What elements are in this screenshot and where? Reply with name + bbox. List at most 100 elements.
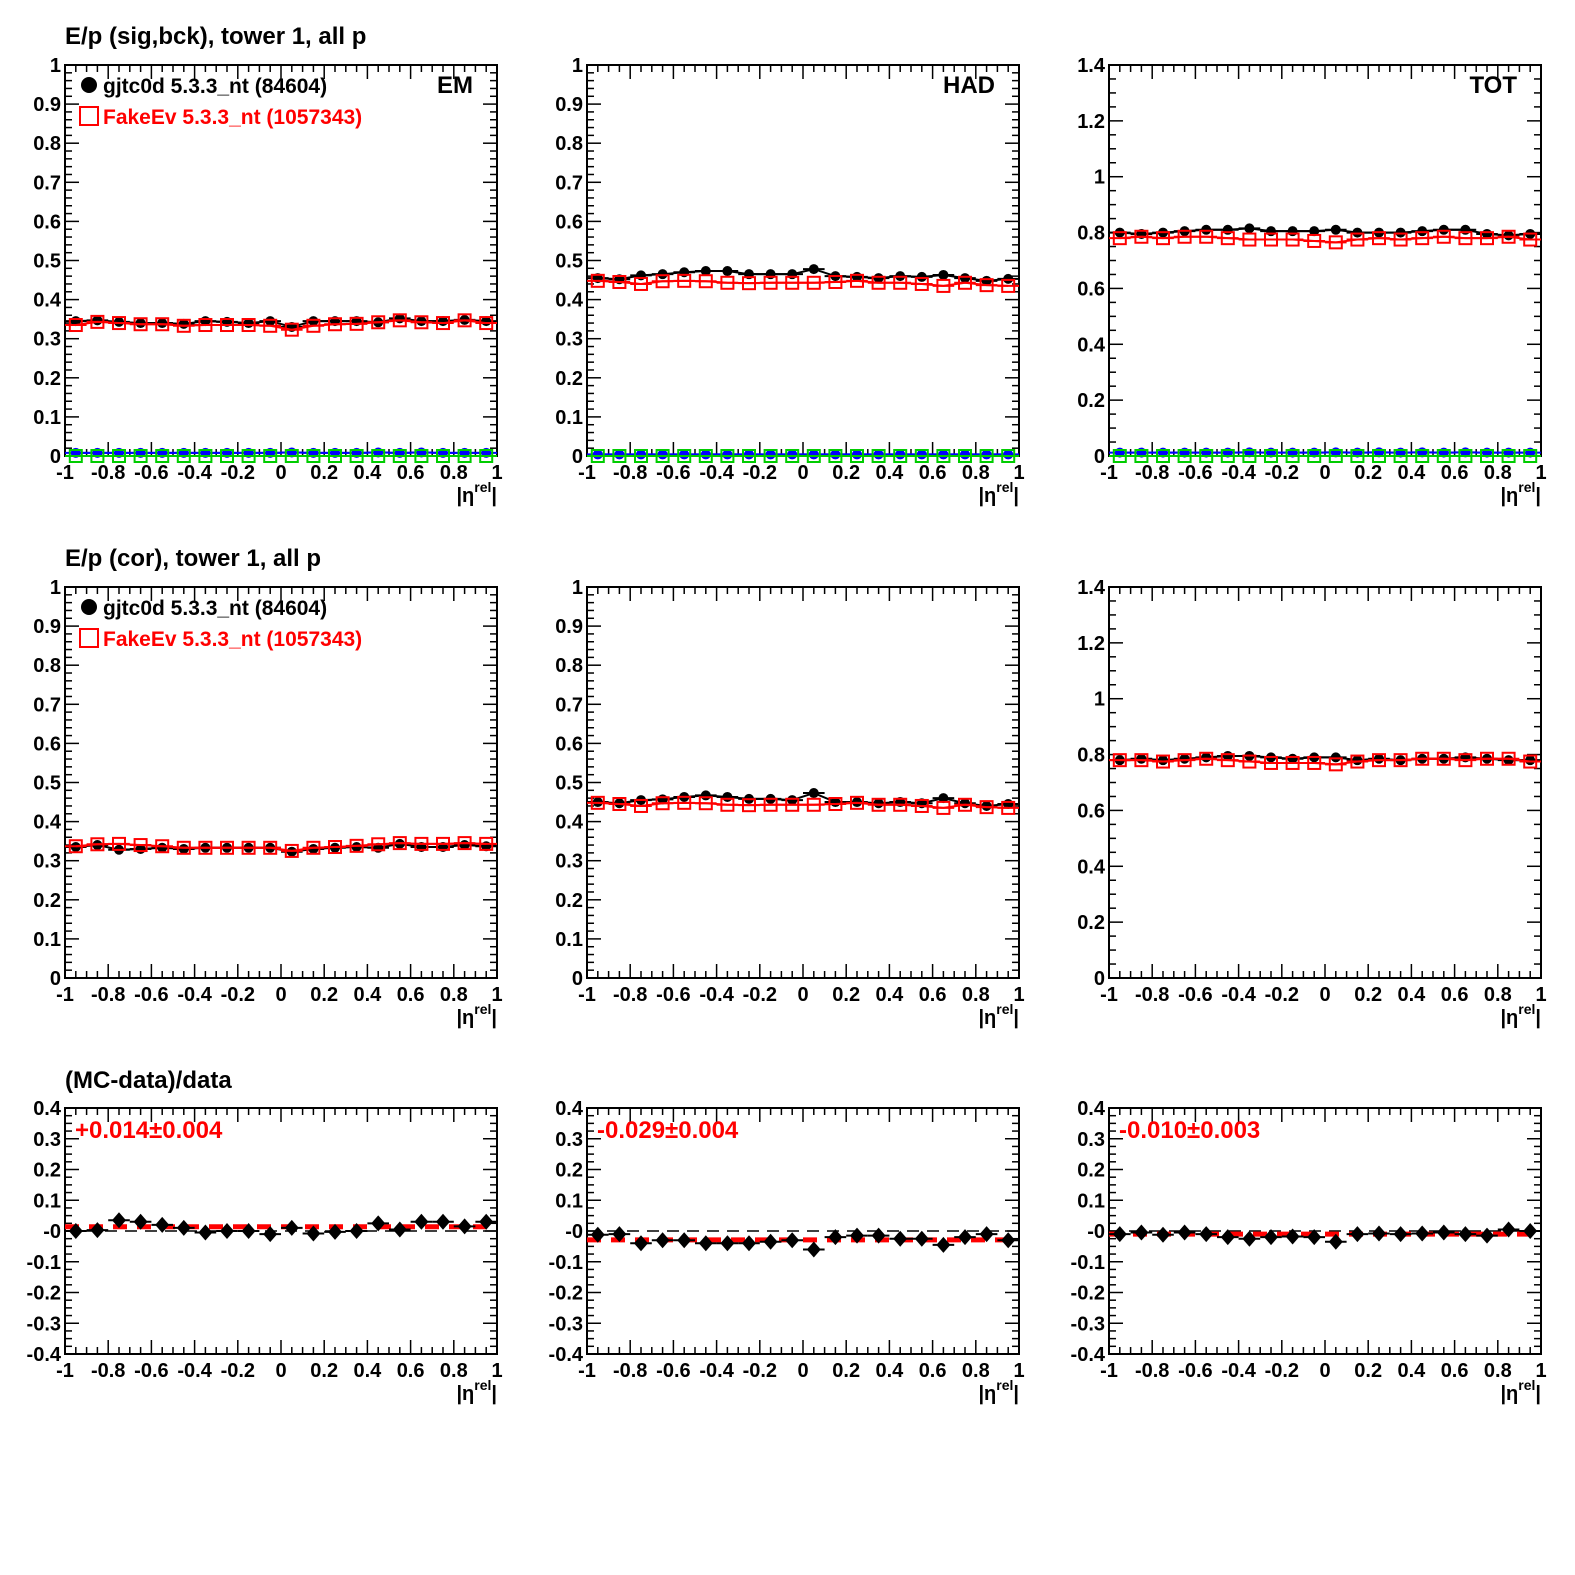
mc-point: [176, 449, 191, 463]
x-axis-label-base: |η: [978, 485, 996, 507]
x-tick-label: -1: [56, 1360, 74, 1382]
legend-entry: gjtc0d 5.3.3_nt (84604): [103, 75, 327, 98]
data-point: [135, 318, 146, 329]
data-point: [1003, 273, 1014, 284]
mc-point: [1177, 753, 1192, 768]
panel-2-0: -0.4 -0.3 -0.2 -0.1 -0 0.1 0.2 0.3 0.4 -1 -0.8 -0.6…: [27, 1098, 503, 1405]
mc-point: [392, 313, 407, 328]
mc-point: [241, 840, 256, 855]
y-tick-label: 0.2: [555, 1160, 583, 1182]
mc-point: [1177, 449, 1192, 463]
mc-point: [414, 315, 429, 330]
y-tick-label: -0.2: [1071, 1283, 1105, 1305]
mc-point: [1156, 231, 1170, 246]
data-point: [1374, 753, 1384, 764]
x-axis-label-base: |η: [1500, 1383, 1518, 1405]
y-tick-label: 0.8: [1077, 745, 1105, 767]
ratio-point: [263, 1226, 278, 1243]
x-tick-label: 0.8: [962, 462, 990, 484]
mc-point: [763, 449, 778, 463]
x-tick-label: 0.4: [353, 984, 382, 1006]
y-tick-label: 0.9: [555, 94, 583, 116]
x-tick-label: -0.2: [1265, 462, 1299, 484]
mc-point: [590, 795, 605, 810]
mc-point: [1328, 235, 1343, 250]
x-tick-label: -0.4: [177, 984, 212, 1006]
y-tick-label: 0.6: [33, 211, 61, 233]
ratio-point: [1220, 1229, 1235, 1246]
x-tick-label: 0.2: [832, 1360, 860, 1382]
mc-point: [612, 797, 627, 812]
mc-point: [241, 318, 256, 333]
data-point: [1352, 755, 1363, 766]
x-axis-label-sup: rel: [1518, 479, 1535, 495]
x-tick-label: -0.6: [134, 1360, 168, 1382]
y-tick-label: 0.2: [33, 368, 61, 390]
ratio-point: [958, 1229, 972, 1246]
mc-point: [1458, 449, 1473, 463]
y-tick-label: 0.3: [555, 1129, 583, 1151]
x-tick-label: -0.2: [743, 1360, 777, 1382]
mc-point: [176, 840, 191, 855]
mc-point: [1328, 449, 1343, 463]
mc-point: [68, 449, 83, 463]
mc-point: [220, 840, 234, 855]
mc-point: [457, 449, 472, 463]
mc-point: [436, 836, 450, 851]
x-tick-label: 0.4: [875, 462, 904, 484]
mc-point: [1307, 233, 1322, 248]
x-axis-label-end: |: [1013, 1383, 1019, 1405]
x-tick-label: -1: [578, 984, 596, 1006]
y-tick-label: 0.7: [33, 694, 61, 716]
mc-point: [1328, 757, 1343, 772]
mc-point: [1001, 800, 1016, 815]
mc-point: [241, 449, 256, 463]
ratio-point: [936, 1236, 951, 1253]
x-tick-label: -0.8: [91, 1360, 125, 1382]
y-tick-label: -0.4: [27, 1344, 62, 1366]
ratio-point: [284, 1219, 299, 1236]
x-tick-label: 0.4: [875, 984, 904, 1006]
y-tick-label: -0.4: [1071, 1344, 1106, 1366]
ratio-point: [1501, 1221, 1516, 1238]
data-point: [416, 316, 427, 327]
mc-point: [785, 449, 800, 463]
data-point: [1330, 224, 1341, 235]
mc-point: [914, 798, 929, 813]
mc-point: [1523, 754, 1538, 769]
ratio-point: [112, 1212, 126, 1229]
mc-point: [1393, 232, 1408, 247]
x-tick-label: 0.8: [440, 1360, 468, 1382]
mc-point: [306, 318, 321, 333]
x-tick-label: 0.6: [1441, 984, 1469, 1006]
mc-point: [1001, 278, 1016, 293]
mc-point: [871, 449, 886, 463]
ratio-point: [457, 1218, 472, 1235]
ratio-point: [698, 1235, 713, 1252]
mc-point: [1415, 449, 1430, 463]
y-tick-label: -0.1: [549, 1252, 583, 1274]
data-point: [1525, 755, 1536, 766]
ratio-point: [1436, 1224, 1451, 1241]
panel-0-1: 00.10.20.30.40.50.60.70.80.91-1 -0.8 -0.6-…: [555, 55, 1024, 507]
x-axis-label-base: |η: [456, 1007, 474, 1029]
mc-point: [914, 276, 929, 291]
x-tick-label: 0: [275, 1360, 286, 1382]
ratio-point: [785, 1232, 800, 1249]
mc-point: [828, 275, 843, 290]
y-tick-label: -0.2: [549, 1283, 583, 1305]
mc-point: [1523, 449, 1538, 463]
x-tick-label: -0.6: [656, 984, 690, 1006]
x-tick-label: 1: [491, 1360, 502, 1382]
panel-label: EM: [437, 72, 473, 99]
x-tick-label: 0.4: [875, 1360, 904, 1382]
x-axis-label-sup: rel: [1518, 1377, 1535, 1393]
mc-point: [349, 449, 364, 463]
x-tick-label: -0.6: [1178, 1360, 1212, 1382]
data-point: [308, 843, 319, 854]
y-tick-label: 1.4: [1077, 55, 1106, 77]
y-tick-label: 0.2: [1077, 390, 1105, 412]
data-point: [700, 266, 711, 277]
y-tick-label: 0.6: [555, 211, 583, 233]
